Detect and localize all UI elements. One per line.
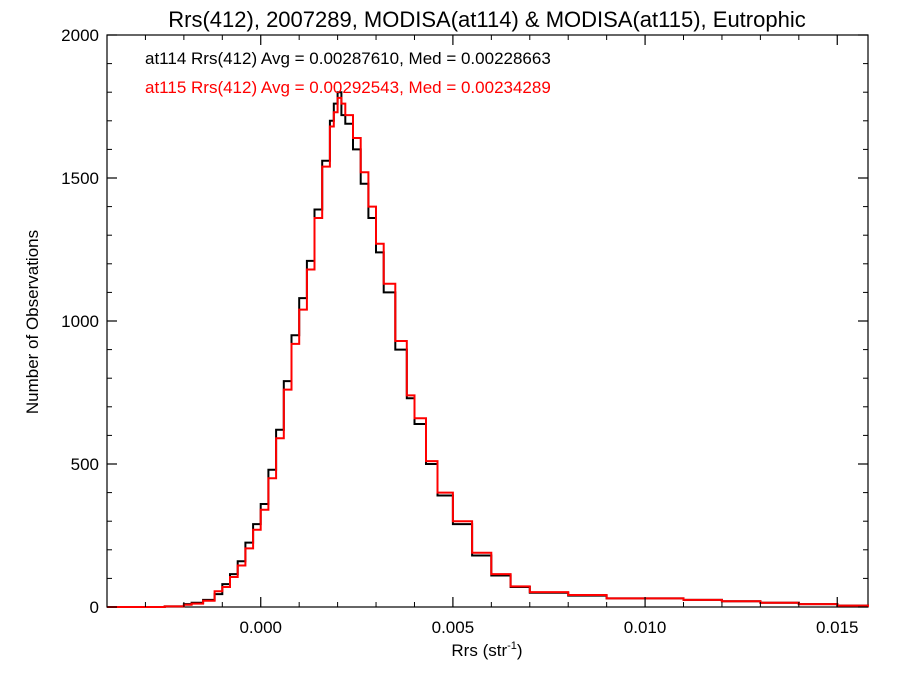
plot-area [107,35,868,607]
y-axis-label: Number of Observations [23,230,42,414]
y-tick-label: 1500 [61,169,99,188]
x-axis-label-close: ) [517,641,523,660]
annotation-at115: at115 Rrs(412) Avg = 0.00292543, Med = 0… [145,78,551,97]
annotation-layer: at114 Rrs(412) Avg = 0.00287610, Med = 0… [145,49,551,97]
plot-frame [107,35,868,607]
x-tick-label: 0.015 [816,618,859,637]
series-1-histogram [107,98,868,607]
x-tick-label: 0.000 [239,618,282,637]
y-tick-label: 500 [71,455,99,474]
y-tick-label: 2000 [61,26,99,45]
series-layer [107,92,868,607]
chart-title: Rrs(412), 2007289, MODISA(at114) & MODIS… [168,7,805,32]
x-axis-label-superscript: -1 [507,640,517,652]
y-tick-label: 0 [90,598,99,617]
x-axis-label: Rrs (str-1) [451,640,522,660]
tick-layer: 0.000 0.005 0.010 0.015 0 500 1000 1500 2000 [61,26,868,637]
series-0-histogram [107,92,868,607]
y-tick-label: 1000 [61,312,99,331]
annotation-at114: at114 Rrs(412) Avg = 0.00287610, Med = 0… [145,49,551,68]
x-tick-label: 0.010 [624,618,667,637]
x-tick-label: 0.005 [432,618,475,637]
x-axis-label-main: Rrs (str [451,641,507,660]
